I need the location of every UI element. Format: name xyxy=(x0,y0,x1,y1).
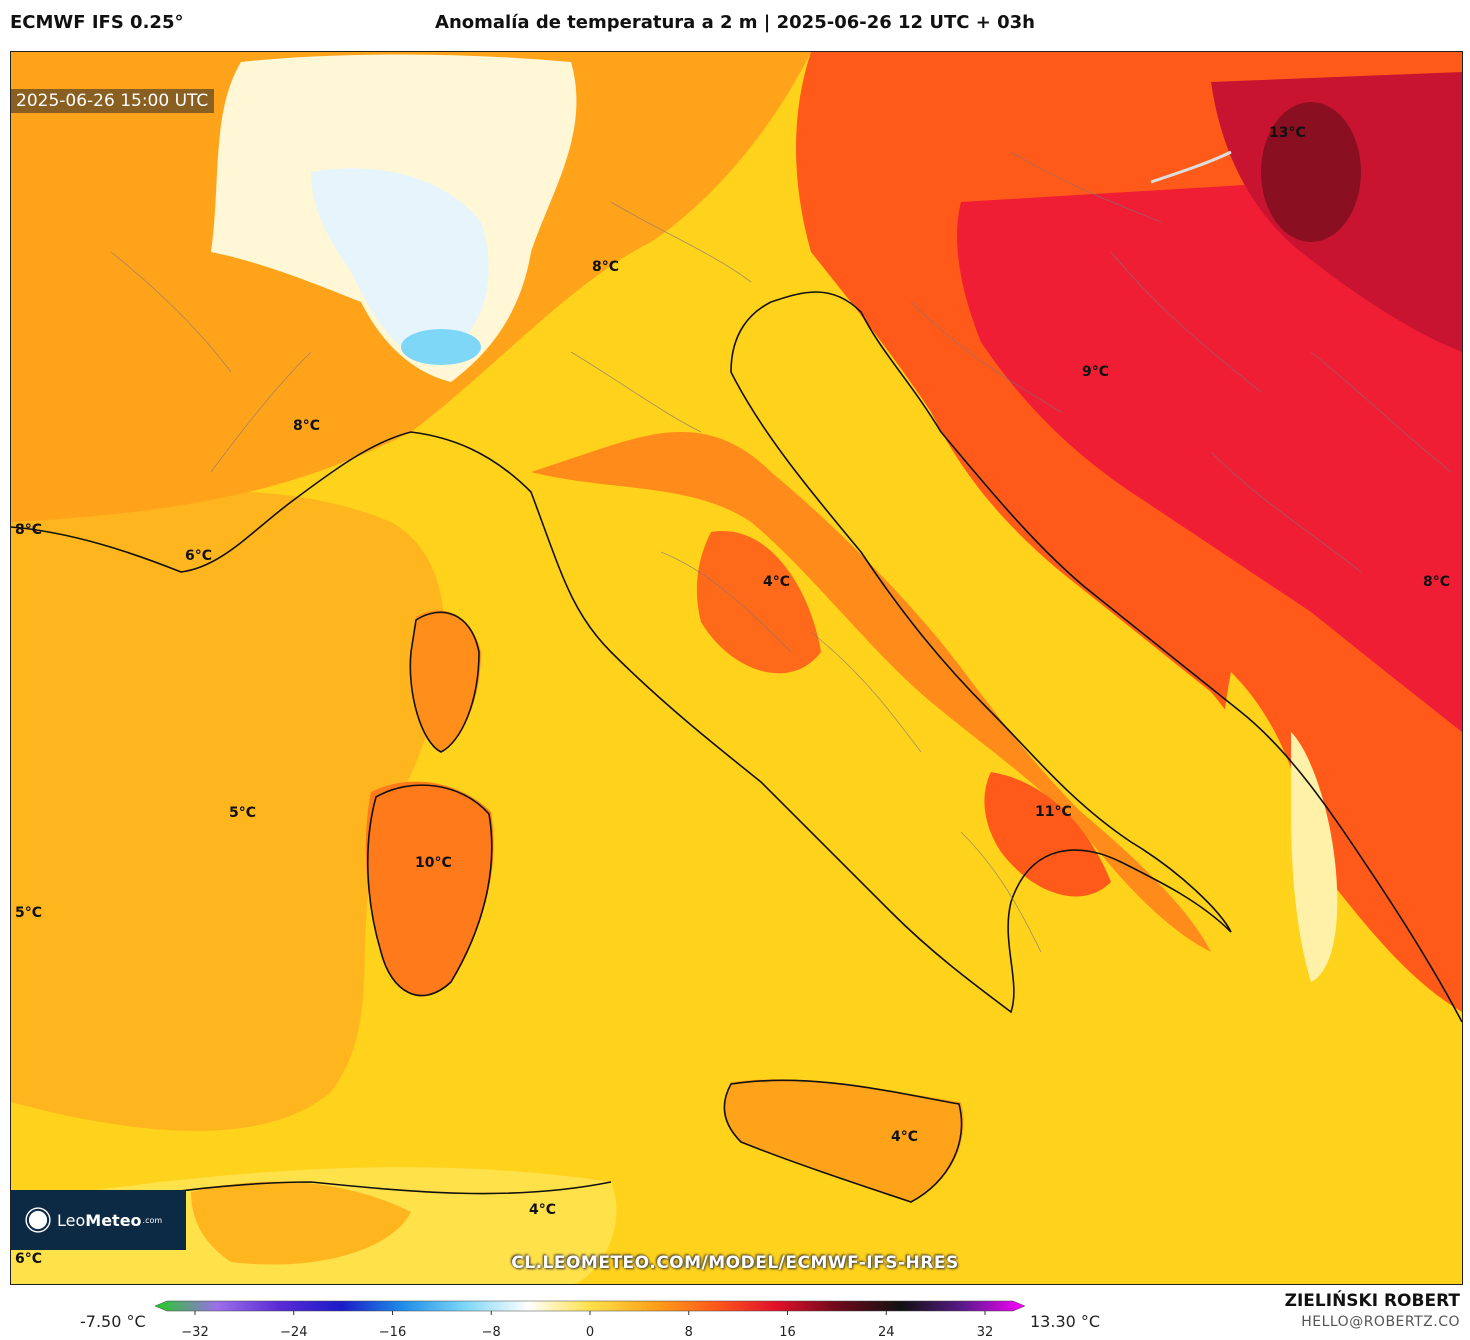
colorbar-tick-label: 16 xyxy=(779,1325,796,1340)
model-name: ECMWF IFS 0.25° xyxy=(10,12,184,33)
author-email: HELLO@ROBERTZ.CO xyxy=(1301,1314,1460,1330)
temp-label: 8°C xyxy=(15,522,42,538)
temp-label: 11°C xyxy=(1035,804,1072,820)
valid-time-stamp: 2025-06-26 15:00 UTC xyxy=(10,89,215,113)
temp-label: 4°C xyxy=(529,1202,556,1218)
cold-region-core xyxy=(311,168,489,362)
coastline-corsica xyxy=(409,611,480,753)
map-title: Anomalía de temperatura a 2 m | 2025-06-… xyxy=(435,12,1035,33)
colorbar-tick-label: −8 xyxy=(482,1325,501,1340)
coastline-italy xyxy=(11,301,1232,1014)
temp-label: 9°C xyxy=(1082,364,1109,380)
source-url: CL.LEOMETEO.COM/MODEL/ECMWF-IFS-HRES xyxy=(511,1253,959,1273)
orange-region-peninsula xyxy=(531,432,1211,952)
colorbar-bar xyxy=(155,1300,1025,1312)
colorbar-tick-label: −24 xyxy=(280,1325,307,1340)
logo-text-suffix: .com xyxy=(142,1215,163,1225)
coastline-sicily xyxy=(723,1079,963,1203)
region-borders xyxy=(110,151,1452,953)
coastline-sardinia xyxy=(367,784,493,997)
logo-text-1: Leo xyxy=(57,1210,86,1230)
temp-label: 8°C xyxy=(1423,574,1450,590)
logo-text-2: Meteo xyxy=(85,1210,142,1230)
coastline-balkans xyxy=(770,291,1462,1023)
temp-label: 10°C xyxy=(415,855,452,871)
warm-spot-central xyxy=(696,531,821,674)
colorbar-tick-label: 24 xyxy=(878,1325,895,1340)
warm-region-corsica xyxy=(410,610,481,752)
temp-label: 4°C xyxy=(763,574,790,590)
orange-region-west xyxy=(11,491,445,1131)
warm-spot-south xyxy=(984,772,1111,897)
colorbar-tick-label: 8 xyxy=(685,1325,693,1340)
orange-region-africa xyxy=(191,1181,411,1265)
temp-label: 13°C xyxy=(1269,125,1306,141)
map-canvas: 13°C 8°C 9°C 8°C 8°C 6°C 8°C 4°C 5°C 10°… xyxy=(11,52,1462,1284)
colorbar-tick-label: −32 xyxy=(181,1325,208,1340)
warm-region-sardinia xyxy=(365,781,494,997)
hot-region-balkans xyxy=(957,172,1462,732)
temp-label: 8°C xyxy=(293,418,320,434)
colorbar: −32 −24 −16 −8 0 8 16 24 32 xyxy=(155,1300,1025,1340)
yellow-region-southeast xyxy=(1011,672,1462,1284)
colorbar-tick-label: −16 xyxy=(379,1325,406,1340)
colorbar-ticks: −32 −24 −16 −8 0 8 16 24 32 xyxy=(181,1311,993,1340)
leometeo-logo: Leo Meteo .com xyxy=(11,1190,186,1250)
anomaly-map: 13°C 8°C 9°C 8°C 8°C 6°C 8°C 4°C 5°C 10°… xyxy=(10,51,1463,1285)
colorbar-max-label: 13.30 °C xyxy=(1030,1312,1101,1331)
pale-strip-adriatic xyxy=(1291,732,1338,982)
colorbar-tick-label: 32 xyxy=(977,1325,994,1340)
temperature-labels: 13°C 8°C 9°C 8°C 8°C 6°C 8°C 4°C 5°C 10°… xyxy=(15,125,1450,1267)
orange-region-sicily xyxy=(724,1079,964,1202)
temp-label: 8°C xyxy=(592,259,619,275)
sun-icon xyxy=(28,1210,48,1230)
cold-spot xyxy=(401,329,481,365)
temp-label: 5°C xyxy=(15,905,42,921)
hottest-spot xyxy=(1261,102,1361,242)
temp-label: 5°C xyxy=(229,805,256,821)
colorbar-tick-label: 0 xyxy=(586,1325,594,1340)
river-line xyxy=(1150,150,1232,184)
temp-label: 4°C xyxy=(891,1129,918,1145)
author-name: ZIELIŃSKI ROBERT xyxy=(1284,1291,1460,1311)
temp-label: 6°C xyxy=(185,548,212,564)
temp-label: 6°C xyxy=(15,1251,42,1267)
colorbar-min-label: -7.50 °C xyxy=(80,1312,146,1331)
